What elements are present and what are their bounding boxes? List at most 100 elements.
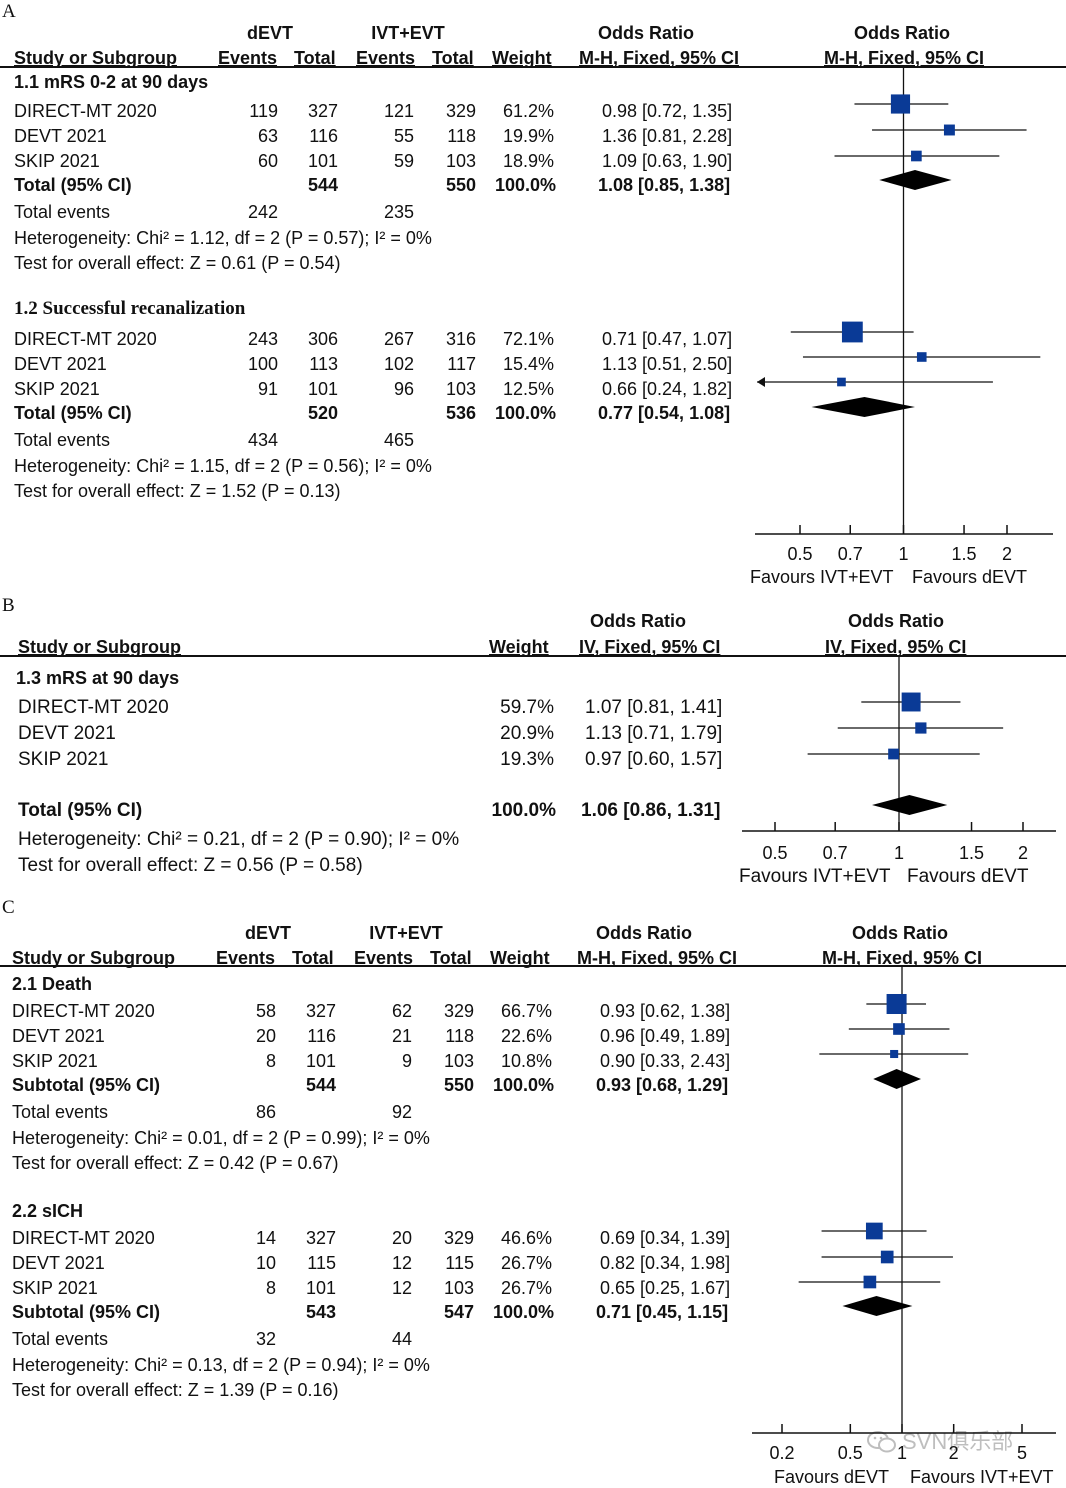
ci-cell: 0.93 [0.62, 1.38] (600, 1001, 731, 1021)
subgroup-title: 2.2 sICH (12, 1201, 84, 1221)
ci-cell: 1.06 [0.86, 1.31] (581, 800, 721, 821)
study-marker (890, 94, 911, 114)
study-name: SKIP 2021 (12, 1278, 98, 1298)
events2-cell: 96 (393, 379, 414, 399)
axis-right-label: Favours dEVT (907, 866, 1029, 887)
study-name: DIRECT-MT 2020 (14, 101, 157, 121)
study-header: Study or Subgroup (12, 948, 175, 968)
or-method-header: M-H, Fixed, 95% CI (577, 948, 738, 968)
events2-cell: 267 (383, 329, 414, 349)
weight-cell: 46.6% (500, 1228, 552, 1248)
total2-cell: 536 (445, 403, 476, 423)
group1-header: dEVT (244, 923, 291, 943)
ci-cell: 0.71 [0.45, 1.15] (596, 1302, 729, 1322)
events2-cell: 20 (391, 1228, 412, 1248)
events2-cell: 44 (391, 1329, 412, 1349)
x-tick-label: 0.7 (838, 544, 863, 564)
total1-cell: 520 (307, 403, 338, 423)
ci-cell: 1.13 [0.71, 1.79] (585, 723, 723, 744)
weight-cell: 22.6% (500, 1026, 552, 1046)
header-rule (0, 66, 1066, 68)
events1-cell: 8 (265, 1051, 276, 1071)
group2-header: IVT+EVT (371, 23, 445, 43)
total1-cell: 544 (307, 175, 338, 195)
plot-column-label: Odds Ratio (848, 611, 945, 631)
ci-cell: 0.77 [0.54, 1.08] (598, 403, 731, 423)
weight-cell: 66.7% (500, 1001, 552, 1021)
weight-cell: 10.8% (500, 1051, 552, 1071)
total2-cell: 117 (447, 354, 476, 374)
or-column-label: Odds Ratio (590, 611, 687, 631)
weight-cell: 100.0% (492, 1075, 554, 1095)
study-name: DEVT 2021 (14, 354, 107, 374)
study-name: DEVT 2021 (12, 1026, 105, 1046)
total1-header: Total (292, 948, 334, 968)
subgroup-title: 1.1 mRS 0-2 at 90 days (14, 72, 209, 92)
study-header: Study or Subgroup (18, 637, 181, 657)
header-rule (0, 655, 1066, 657)
events1-cell: 243 (247, 329, 278, 349)
ci-cell: 0.71 [0.47, 1.07] (602, 329, 733, 349)
total1-cell: 116 (309, 126, 338, 146)
total1-cell: 306 (307, 329, 338, 349)
events-label: Total events (12, 1102, 109, 1122)
total2-cell: 329 (445, 101, 476, 121)
heterogeneity-text: Heterogeneity: Chi² = 1.15, df = 2 (P = … (14, 456, 432, 476)
overall-effect-text: Test for overall effect: Z = 0.42 (P = 0… (12, 1153, 339, 1173)
pooled-diamond (811, 397, 915, 417)
weight-header: Weight (490, 948, 550, 968)
study-name: DIRECT-MT 2020 (14, 329, 157, 349)
total1-cell: 327 (305, 1001, 336, 1021)
study-marker (880, 1250, 894, 1264)
events2-cell: 92 (391, 1102, 412, 1122)
total2-cell: 547 (443, 1302, 474, 1322)
ci-cell: 0.96 [0.49, 1.89] (600, 1026, 731, 1046)
total2-cell: 115 (445, 1253, 474, 1273)
events1-cell: 91 (257, 379, 278, 399)
or-column-label: Odds Ratio (598, 23, 695, 43)
x-tick-label: 2 (1018, 843, 1028, 863)
subgroup-title: 1.2 Successful recanalization (14, 298, 246, 319)
study-marker (893, 1023, 905, 1035)
events2-cell: 59 (393, 151, 414, 171)
axis-left-label: Favours IVT+EVT (750, 567, 894, 587)
total2-cell: 316 (445, 329, 476, 349)
axis-right-label: Favours IVT+EVT (910, 1467, 1054, 1487)
events1-header: Events (218, 48, 278, 68)
ci-cell: 1.09 [0.63, 1.90] (602, 151, 733, 171)
heterogeneity-text: Heterogeneity: Chi² = 1.12, df = 2 (P = … (14, 228, 432, 248)
total1-cell: 544 (305, 1075, 336, 1095)
weight-cell: 100.0% (494, 175, 556, 195)
x-tick-label: 1 (897, 1443, 907, 1463)
events2-cell: 235 (383, 202, 414, 222)
events1-cell: 434 (247, 430, 278, 450)
study-name: SKIP 2021 (14, 379, 100, 399)
weight-cell: 20.9% (500, 723, 554, 744)
study-name: DEVT 2021 (12, 1253, 105, 1273)
events1-cell: 32 (255, 1329, 276, 1349)
events1-cell: 100 (247, 354, 278, 374)
ci-cell: 0.93 [0.68, 1.29] (596, 1075, 729, 1095)
x-tick-label: 0.7 (823, 843, 848, 863)
study-marker (890, 1049, 899, 1059)
total1-cell: 543 (305, 1302, 336, 1322)
events1-cell: 119 (249, 101, 278, 121)
weight-cell: 59.7% (500, 697, 554, 718)
group2-header: IVT+EVT (369, 923, 443, 943)
weight-cell: 18.9% (502, 151, 554, 171)
axis-right-label: Favours dEVT (912, 567, 1028, 587)
x-tick-label: 0.5 (762, 843, 787, 863)
wechat-icon (867, 1431, 896, 1453)
plot-method-header: M-H, Fixed, 95% CI (824, 48, 985, 68)
plot-column-label: Odds Ratio (852, 923, 949, 943)
subgroup-title: 2.1 Death (12, 974, 93, 994)
total-label: Total (95% CI) (14, 175, 132, 195)
ci-cell: 1.08 [0.85, 1.38] (598, 175, 731, 195)
total1-cell: 116 (307, 1026, 336, 1046)
ci-cell: 0.98 [0.72, 1.35] (602, 101, 733, 121)
x-tick-label: 1 (898, 544, 908, 564)
subgroup-title: 1.3 mRS at 90 days (16, 668, 180, 688)
events1-header: Events (216, 948, 276, 968)
study-name: DEVT 2021 (14, 126, 107, 146)
events1-cell: 60 (257, 151, 278, 171)
